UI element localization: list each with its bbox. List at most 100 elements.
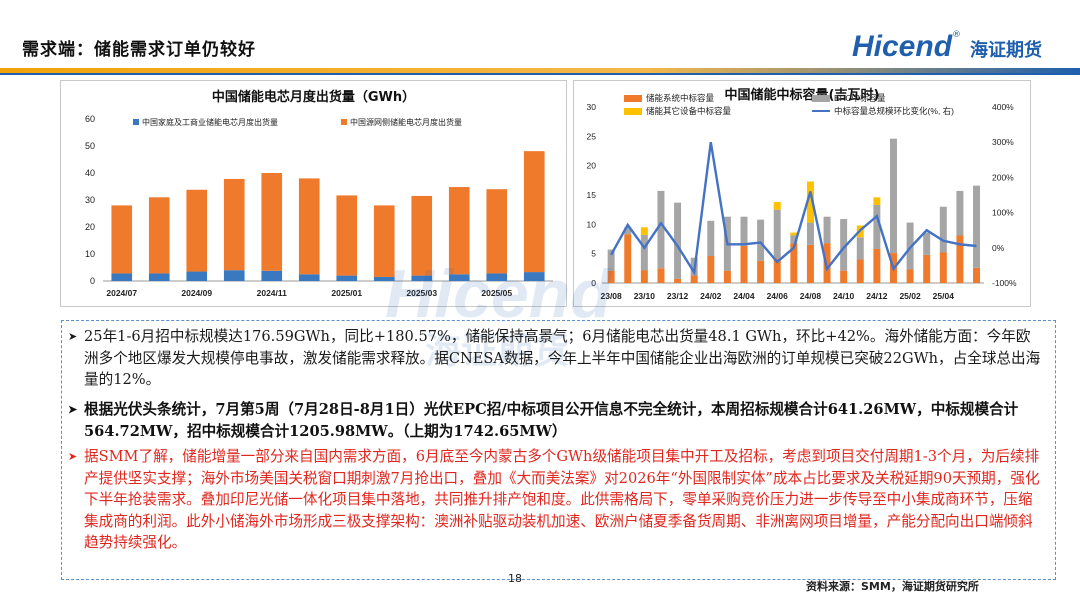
bar-segment bbox=[607, 270, 615, 283]
bar-segment bbox=[448, 274, 470, 281]
bar-segment bbox=[956, 190, 964, 236]
logo-chinese-text: 海证期货 bbox=[970, 40, 1042, 61]
x-tick-label: 24/06 bbox=[767, 291, 789, 301]
y-tick-label: 15 bbox=[587, 190, 597, 200]
bar-segment bbox=[790, 235, 798, 244]
x-tick-label: 2024/07 bbox=[106, 288, 137, 298]
bar-segment bbox=[223, 270, 245, 281]
bar-segment bbox=[806, 181, 814, 223]
y-tick-label: 10 bbox=[587, 219, 597, 229]
bar-segment bbox=[148, 273, 170, 281]
bar-segment bbox=[657, 190, 665, 269]
y-tick-label: 5 bbox=[591, 249, 596, 259]
header-rule bbox=[0, 73, 1080, 75]
commentary-box: ➤ 25年1-6月招中标规模达176.59GWh，同比+180.57%，储能保持… bbox=[61, 320, 1056, 580]
x-tick-label: 24/04 bbox=[733, 291, 755, 301]
legend-label: EPC中标容量 bbox=[834, 93, 886, 103]
y-tick-label: 30 bbox=[587, 102, 597, 112]
bar-segment bbox=[523, 272, 545, 281]
bar-segment bbox=[261, 270, 283, 281]
bar-segment bbox=[939, 252, 947, 283]
bar-segment bbox=[873, 248, 881, 283]
bar-segment bbox=[111, 205, 133, 274]
bar-segment bbox=[856, 259, 864, 283]
page-number: 18 bbox=[508, 572, 522, 585]
bar-segment bbox=[823, 216, 831, 244]
legend-label: 中标容量总规模环比变化(%, 右) bbox=[834, 106, 954, 116]
legend-swatch bbox=[133, 119, 139, 125]
bar-segment bbox=[707, 220, 715, 257]
brand-logo: Hicend® 海证期货 bbox=[852, 30, 1042, 64]
bar-segment bbox=[640, 227, 648, 235]
legend-swatch bbox=[624, 95, 642, 102]
bar-segment bbox=[906, 269, 914, 283]
chart-title: 中国储能电芯月度出货量（GWh） bbox=[211, 90, 416, 105]
x-tick-label: 2025/03 bbox=[406, 288, 437, 298]
header-band bbox=[0, 68, 1080, 73]
arrow-bullet-icon: ➤ bbox=[68, 330, 78, 343]
y-tick-label: 40 bbox=[85, 168, 95, 178]
x-tick-label: 24/10 bbox=[833, 291, 855, 301]
bar-segment bbox=[923, 254, 931, 283]
bar-segment bbox=[336, 275, 358, 281]
bar-segment bbox=[740, 216, 748, 247]
paragraph-smm-analysis: ➤ 据SMM了解，储能增量一部分来自国内需求方面，6月底至今内蒙古多个GWh级储… bbox=[68, 446, 1044, 554]
bar-segment bbox=[873, 197, 881, 205]
bar-segment bbox=[486, 189, 508, 274]
bar-segment bbox=[657, 268, 665, 283]
legend-swatch bbox=[812, 95, 830, 102]
bar-segment bbox=[906, 222, 914, 270]
x-tick-label: 25/04 bbox=[933, 291, 955, 301]
x-tick-label: 25/02 bbox=[899, 291, 921, 301]
paragraph-text: 25年1-6月招中标规模达176.59GWh，同比+180.57%，储能保持高景… bbox=[84, 328, 1041, 388]
bar-segment bbox=[148, 197, 170, 274]
bar-segment bbox=[840, 270, 848, 283]
bar-segment bbox=[674, 278, 682, 283]
bar-segment bbox=[806, 244, 814, 283]
x-tick-label: 2025/01 bbox=[331, 288, 362, 298]
bar-segment bbox=[690, 275, 698, 283]
shipments-chart-svg: 0 10 20 30 40 50 60 2024/07 2024/09 2024/11 2025/0… bbox=[85, 114, 553, 298]
bar-segment bbox=[624, 234, 632, 283]
bar-segment bbox=[773, 258, 781, 283]
x-tick-label: 23/12 bbox=[667, 291, 689, 301]
bar-segment bbox=[757, 219, 765, 261]
bar-segment bbox=[889, 138, 897, 254]
bar-segment bbox=[856, 237, 864, 260]
bar-segment bbox=[411, 275, 433, 281]
bar-segment bbox=[411, 195, 433, 276]
y2-tick-label: -100% bbox=[992, 278, 1017, 288]
paragraph-pv-bidding: ➤ 根据光伏头条统计，7月第5周（7月28日-8月1日）光伏EPC招/中标项目公… bbox=[68, 399, 1044, 442]
bar-segment bbox=[223, 178, 245, 271]
line-series-mom-change bbox=[610, 142, 977, 276]
y-tick-label: 50 bbox=[85, 141, 95, 151]
y2-tick-label: 200% bbox=[992, 172, 1014, 182]
source-note: 资料来源：SMM，海证期货研究所 bbox=[806, 580, 979, 593]
bar-segment bbox=[707, 256, 715, 283]
bar-segment bbox=[823, 243, 831, 283]
bar-segment bbox=[773, 209, 781, 259]
slide-title: 需求端：储能需求订单仍较好 bbox=[22, 40, 256, 60]
x-tick-label: 2024/11 bbox=[257, 288, 288, 298]
logo-registered-mark: ® bbox=[952, 30, 962, 40]
y-tick-label: 10 bbox=[85, 249, 95, 259]
bar-segment bbox=[956, 235, 964, 283]
y-tick-label: 20 bbox=[587, 161, 597, 171]
bar-segment bbox=[298, 178, 320, 275]
bar-segment bbox=[298, 274, 320, 281]
bar-segment bbox=[790, 232, 798, 236]
y-tick-label: 25 bbox=[587, 131, 597, 141]
arrow-bullet-icon: ➤ bbox=[68, 403, 78, 416]
bar-segment bbox=[523, 151, 545, 273]
paragraph-text: 据SMM了解，储能增量一部分来自国内需求方面，6月底至今内蒙古多个GWh级储能项… bbox=[84, 448, 1040, 551]
legend-label: 储能系统中标容量 bbox=[646, 93, 715, 103]
y-tick-label: 20 bbox=[85, 222, 95, 232]
bar-segment bbox=[973, 267, 981, 283]
bar-segment bbox=[448, 187, 470, 275]
bar-segment bbox=[806, 222, 814, 245]
y2-tick-label: 100% bbox=[992, 208, 1014, 218]
bar-segment bbox=[790, 243, 798, 283]
y-tick-label: 0 bbox=[591, 278, 596, 288]
x-tick-label: 23/08 bbox=[600, 291, 622, 301]
bar-segment bbox=[939, 206, 947, 253]
